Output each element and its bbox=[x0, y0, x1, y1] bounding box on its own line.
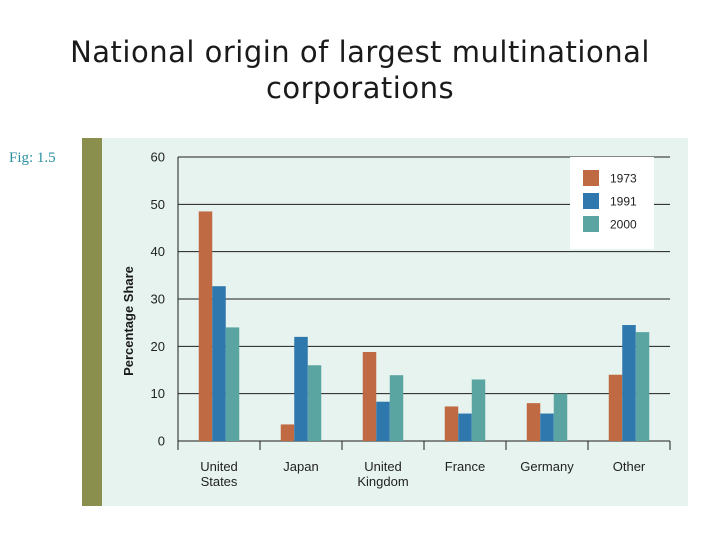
bar-1991 bbox=[294, 336, 308, 441]
bar-2000 bbox=[389, 375, 404, 441]
bar-1973 bbox=[526, 403, 541, 441]
bars bbox=[198, 211, 650, 441]
x-category-label: Kingdom bbox=[357, 474, 408, 489]
x-category-label: Japan bbox=[283, 459, 318, 474]
bar-1973 bbox=[444, 406, 459, 441]
legend-swatch-2000 bbox=[583, 216, 599, 232]
legend-label: 1973 bbox=[610, 172, 637, 186]
x-category-label: United bbox=[364, 459, 402, 474]
y-axis-title: Percentage Share bbox=[121, 266, 136, 376]
bar-2000 bbox=[307, 365, 322, 441]
bar-1991 bbox=[212, 286, 226, 441]
legend-label: 2000 bbox=[610, 218, 637, 232]
y-tick-label: 10 bbox=[151, 386, 165, 401]
bar-2000 bbox=[471, 379, 486, 441]
x-category-label: United bbox=[200, 459, 238, 474]
slide-title: National origin of largest multinational… bbox=[70, 35, 650, 105]
y-tick-label: 60 bbox=[151, 150, 165, 165]
bar-2000 bbox=[635, 332, 650, 441]
bar-2000 bbox=[553, 393, 568, 441]
bar-1973 bbox=[198, 211, 213, 441]
figure-label: Fig: 1.5 bbox=[9, 150, 56, 166]
bar-2000 bbox=[225, 327, 240, 441]
legend-label: 1991 bbox=[610, 195, 637, 209]
legend-swatch-1991 bbox=[583, 193, 599, 209]
bar-1991 bbox=[622, 325, 636, 441]
bar-1991 bbox=[458, 413, 472, 441]
y-tick-label: 30 bbox=[151, 292, 165, 307]
y-tick-label: 0 bbox=[158, 434, 165, 449]
y-tick-label: 20 bbox=[151, 339, 165, 354]
x-category-label: Germany bbox=[520, 459, 574, 474]
bar-1991 bbox=[376, 401, 390, 441]
y-tick-label: 50 bbox=[151, 197, 165, 212]
legend-swatch-1973 bbox=[583, 170, 599, 186]
bar-1973 bbox=[362, 352, 377, 441]
x-category-label: Other bbox=[613, 459, 646, 474]
legend: 1973 1991 2000 bbox=[570, 157, 654, 249]
x-category-label: France bbox=[445, 459, 485, 474]
x-category-label: States bbox=[201, 474, 238, 489]
y-tick-label: 40 bbox=[151, 244, 165, 259]
bar-1973 bbox=[608, 374, 623, 441]
sidebar-accent-bar bbox=[82, 138, 102, 506]
bar-1991 bbox=[540, 413, 554, 441]
bar-1973 bbox=[280, 424, 295, 441]
